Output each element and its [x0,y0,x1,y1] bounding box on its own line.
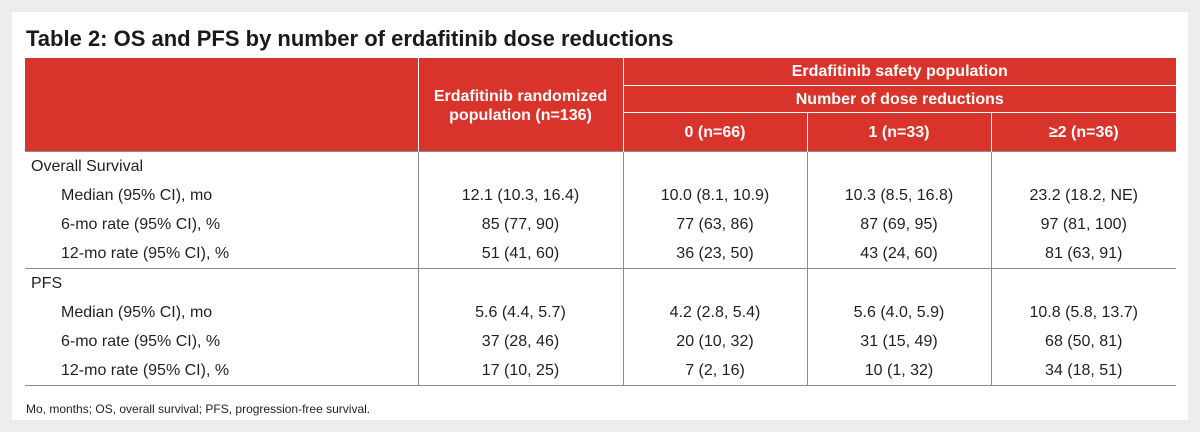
row-label: 6-mo rate (95% CI), % [61,332,221,350]
cell-value: 43 (24, 60) [806,239,991,269]
cell-value: 20 (10, 32) [622,327,807,356]
table-title: Table 2: OS and PFS by number of erdafit… [26,26,674,51]
table-row: 12-mo rate (95% CI), % 17 (10, 25) 7 (2,… [25,356,1176,386]
row-label: Median (95% CI), mo [61,303,213,321]
cell-value: 7 (2, 16) [622,356,807,386]
cell-value: 87 (69, 95) [806,210,991,239]
cell-value: 10.0 (8.1, 10.9) [622,181,807,210]
cell-value: 81 (63, 91) [990,239,1176,269]
cell-value: 4.2 (2.8, 5.4) [622,298,807,327]
section-row: Overall Survival [25,151,1176,181]
header-col-1-reduction: 1 (n=33) [806,112,991,152]
cell-value: 12.1 (10.3, 16.4) [417,181,623,210]
cell-value: 37 (28, 46) [417,327,623,356]
table-footnote: Mo, months; OS, overall survival; PFS, p… [26,402,371,416]
header-col-0-reductions: 0 (n=66) [622,112,807,152]
header-safety-population: Erdafitinib safety population [622,58,1176,86]
table-row: 6-mo rate (95% CI), % 37 (28, 46) 20 (10… [25,327,1176,356]
cell-value: 10.8 (5.8, 13.7) [990,298,1176,327]
header-blank-cell [25,58,418,152]
cell-value: 97 (81, 100) [990,210,1176,239]
cell-value: 31 (15, 49) [806,327,991,356]
section-label-os: Overall Survival [25,151,418,181]
cell-value: 5.6 (4.0, 5.9) [806,298,991,327]
header-col-2plus-reductions: ≥2 (n=36) [990,112,1176,152]
cell-value: 23.2 (18.2, NE) [990,181,1176,210]
row-label: 12-mo rate (95% CI), % [25,356,418,386]
cell-value: 17 (10, 25) [417,356,623,386]
table-row: Median (95% CI), mo 5.6 (4.4, 5.7) 4.2 (… [25,298,1176,327]
row-label: Median (95% CI), mo [61,186,213,204]
cell-value: 34 (18, 51) [990,356,1176,386]
cell-value: 10 (1, 32) [806,356,991,386]
cell-value: 10.3 (8.5, 16.8) [806,181,991,210]
header-dose-reductions: Number of dose reductions [622,85,1176,113]
table-row: 12-mo rate (95% CI), % 51 (41, 60) 36 (2… [25,239,1176,269]
cell-value: 5.6 (4.4, 5.7) [417,298,623,327]
cell-value: 77 (63, 86) [622,210,807,239]
table-row: 6-mo rate (95% CI), % 85 (77, 90) 77 (63… [25,210,1176,239]
row-label: 6-mo rate (95% CI), % [61,215,221,233]
section-label-pfs: PFS [25,268,418,298]
cell-value: 36 (23, 50) [622,239,807,269]
row-label: 12-mo rate (95% CI), % [61,244,230,262]
section-row: PFS [25,268,1176,298]
table-panel: Table 2: OS and PFS by number of erdafit… [12,12,1188,420]
cell-value: 85 (77, 90) [417,210,623,239]
cell-value: 68 (50, 81) [990,327,1176,356]
header-randomized-population: Erdafitinib randomized population (n=136… [417,58,623,152]
cell-value: 51 (41, 60) [417,239,623,269]
results-table: Erdafitinib randomized population (n=136… [25,58,1176,386]
table-row: Median (95% CI), mo 12.1 (10.3, 16.4) 10… [25,181,1176,210]
